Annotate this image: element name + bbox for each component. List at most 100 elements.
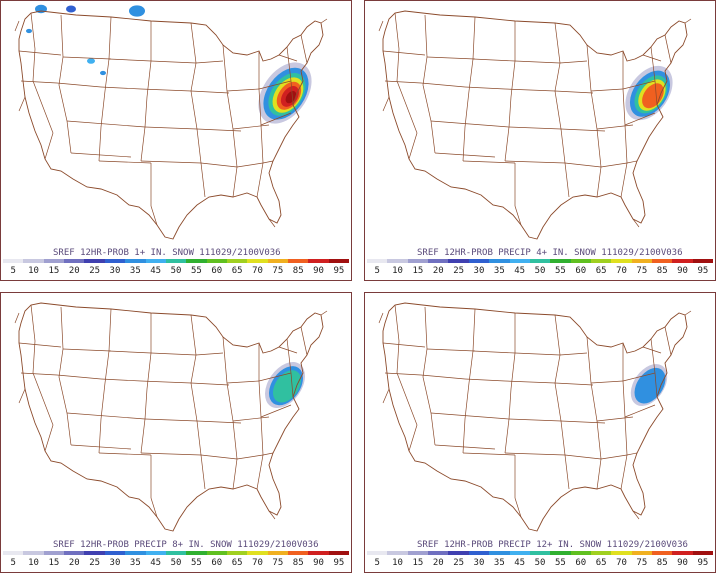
state-boundary (278, 54, 298, 62)
state-boundary (150, 352, 197, 356)
state-boundary (144, 418, 198, 422)
state-boundary (70, 152, 132, 158)
state-boundary (56, 82, 102, 88)
legend-swatch (367, 551, 388, 555)
color-bar (367, 551, 714, 555)
state-boundary (504, 452, 566, 456)
state-boundary (190, 22, 206, 198)
legend-tick-label: 65 (231, 266, 243, 276)
state-boundary (190, 382, 230, 386)
legend-swatch (468, 259, 490, 263)
legend-tick-label: 70 (616, 266, 627, 276)
state-boundary (278, 346, 298, 354)
state-boundary (140, 21, 152, 162)
state-boundary (384, 80, 422, 84)
legend-tick-label: 25 (89, 266, 101, 276)
legend-swatch (125, 551, 146, 555)
state-boundary (590, 88, 624, 92)
legend-swatch (104, 259, 126, 263)
state-boundary (504, 21, 516, 162)
legend-tick-label: 70 (616, 558, 627, 568)
legend-swatch (631, 551, 653, 555)
state-boundary (396, 372, 418, 452)
legend-tick-label: 30 (473, 266, 485, 276)
color-bar (3, 551, 350, 555)
legend-swatch (3, 259, 24, 263)
state-boundary (256, 51, 264, 198)
state-boundary (100, 86, 142, 90)
state-boundary (396, 80, 418, 160)
legend-tick-label: 75 (636, 558, 648, 568)
state-boundary (262, 452, 274, 456)
legend-swatch (529, 551, 551, 555)
state-boundary (20, 372, 58, 376)
legend-tick-label: 45 (150, 266, 162, 276)
color-bar (367, 259, 714, 263)
map-panel-1in: SREF 12HR-PROB 1+ IN. SNOW 111029/2100V0… (0, 0, 352, 281)
state-boundary (195, 60, 224, 64)
legend-swatch (509, 259, 530, 263)
state-boundary (422, 14, 436, 154)
state-boundary (559, 352, 588, 356)
legend-tick-label: 10 (392, 558, 403, 568)
state-boundary (560, 128, 606, 132)
legend-swatch (206, 259, 227, 263)
state-boundary (394, 12, 400, 82)
state-boundary (236, 454, 264, 460)
state-boundary (514, 60, 561, 64)
legend-swatch (247, 551, 268, 555)
legend-swatch (692, 259, 714, 263)
us-map (14, 4, 328, 240)
probability-contour (87, 58, 95, 64)
state-boundary (30, 304, 36, 374)
state-boundary (504, 160, 566, 164)
legend-tick-label: 95 (697, 266, 709, 276)
legend-swatch (550, 259, 571, 263)
state-boundary (66, 120, 146, 128)
state-boundary (140, 313, 152, 454)
legend-swatch (672, 259, 693, 263)
legend-ticks: 5 10 15 20 25 30 35 45 50 55 60 65 70 75 85 90 95 (3, 557, 349, 569)
state-boundary (108, 58, 152, 62)
state-boundary (464, 86, 506, 90)
legend-swatch (165, 259, 187, 263)
state-boundary (300, 326, 308, 356)
state-boundary (32, 372, 54, 452)
legend-swatch (428, 259, 449, 263)
legend-swatch (226, 551, 248, 555)
state-boundary (140, 380, 192, 384)
legend-swatch (652, 259, 673, 263)
state-boundary (642, 54, 662, 62)
panel-title: SREF 12HR-PROB PRECIP 12+ IN. SNOW 11102… (417, 540, 688, 550)
state-boundary (62, 348, 112, 352)
state-boundary (514, 352, 561, 356)
state-boundary (222, 44, 238, 198)
state-boundary (140, 160, 202, 164)
state-boundary (30, 12, 36, 82)
us-map (14, 302, 328, 532)
state-boundary (150, 60, 197, 64)
legend-tick-label: 15 (412, 558, 424, 568)
legend-tick-label: 85 (656, 266, 668, 276)
legend-tick-label: 20 (432, 266, 444, 276)
state-boundary (66, 412, 146, 420)
state-boundary (664, 326, 672, 356)
legend-swatch (226, 259, 248, 263)
legend-tick-label: 75 (636, 266, 648, 276)
state-boundary (226, 380, 260, 384)
state-boundary (504, 313, 516, 454)
legend-tick-label: 90 (677, 266, 688, 276)
state-boundary (98, 160, 152, 164)
legend-tick-label: 10 (28, 266, 39, 276)
legend-tick-label: 20 (68, 266, 80, 276)
state-boundary (596, 124, 634, 130)
legend-swatch (206, 551, 227, 555)
state-boundary (426, 348, 476, 352)
legend-swatch (84, 551, 105, 555)
legend-swatch (509, 551, 530, 555)
legend-tick-label: 45 (150, 558, 162, 568)
legend-tick-label: 15 (48, 558, 60, 568)
legend-tick-label: 85 (292, 558, 304, 568)
legend-swatch (328, 551, 350, 555)
legend-tick-label: 50 (534, 266, 546, 276)
